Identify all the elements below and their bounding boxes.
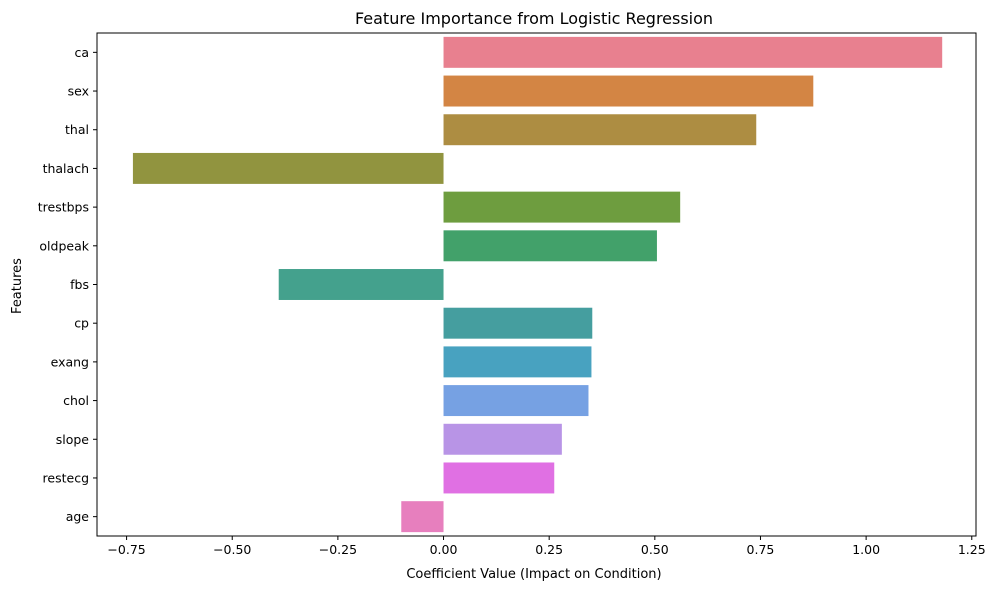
bar-oldpeak [443,230,657,262]
bar-thal [443,114,757,146]
y-tick-label: cp [74,316,89,331]
y-tick-label: thalach [43,161,89,176]
y-tick-label: trestbps [38,200,89,215]
x-tick-label: 0.25 [535,542,563,557]
x-tick-label: 0.75 [747,542,775,557]
x-tick-label: 1.25 [958,542,986,557]
bar-ca [443,36,943,68]
y-axis-ticks: ca sex thal thalach trestbps oldpeak fbs cp exan… [38,45,97,524]
bar-thalach [132,152,444,184]
bar-trestbps [443,191,681,223]
x-axis-ticks: −0.75 −0.50 −0.25 0.00 0.25 0.50 0.75 1.00 1.25 [107,536,986,557]
y-tick-label: exang [51,354,89,369]
bar-slope [443,423,562,455]
x-axis-label: Coefficient Value (Impact on Condition) [406,567,661,582]
bar-age [401,501,444,533]
x-tick-label: −0.75 [107,542,145,557]
bar-fbs [278,269,444,300]
y-tick-label: chol [63,393,89,408]
y-tick-label: ca [74,45,89,60]
x-tick-label: 1.00 [852,542,880,557]
bar-sex [443,75,814,107]
x-tick-label: −0.25 [319,542,357,557]
bar-cp [443,307,593,339]
y-tick-label: oldpeak [39,238,89,253]
y-tick-label: restecg [43,470,89,485]
y-tick-label: age [66,509,90,524]
bar-restecg [443,462,555,494]
bar-chol [443,385,589,417]
bar-exang [443,346,592,378]
y-tick-label: thal [65,122,89,137]
plot-frame [96,32,977,537]
x-tick-label: 0.50 [641,542,669,557]
y-tick-label: slope [56,432,90,447]
y-axis-label: Features [10,258,25,314]
chart-title: Feature Importance from Logistic Regress… [355,9,713,28]
y-tick-label: sex [68,84,89,99]
x-tick-label: −0.50 [213,542,251,557]
y-tick-label: fbs [70,277,89,292]
bars-layer [132,36,943,533]
x-tick-label: 0.00 [430,542,458,557]
